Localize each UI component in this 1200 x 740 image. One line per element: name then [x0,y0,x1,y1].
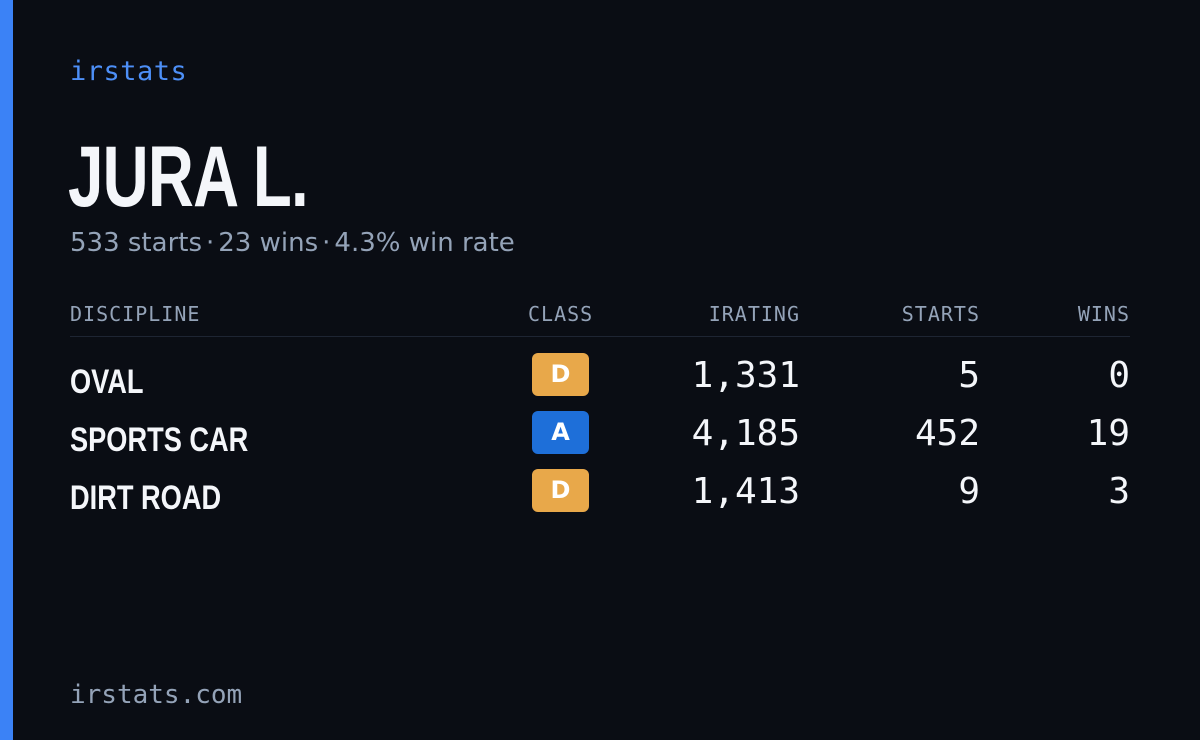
brand-logo: irstats [70,56,188,87]
summary-wins: 23 wins [218,228,319,258]
starts-cell: 9 [958,471,980,512]
stats-table: DISCIPLINE CLASS IRATING STARTS WINS OVA… [70,298,1130,527]
summary-separator: · [322,228,331,258]
table-row: OVAL D 1,331 5 0 [70,353,1130,411]
header-wins: WINS [1077,302,1130,326]
wins-cell: 3 [1108,471,1130,512]
header-discipline: DISCIPLINE [70,302,201,326]
class-badge: D [532,469,589,512]
irating-cell: 4,185 [691,413,800,454]
starts-cell: 5 [958,355,980,396]
discipline-cell: SPORTS CAR [70,421,249,459]
header-class: CLASS [528,302,594,326]
irating-cell: 1,413 [691,471,800,512]
header-starts: STARTS [901,302,980,326]
wins-cell: 0 [1108,355,1130,396]
irating-cell: 1,331 [691,355,800,396]
starts-cell: 452 [914,413,980,454]
table-row: SPORTS CAR A 4,185 452 19 [70,411,1130,469]
discipline-cell: DIRT ROAD [70,479,222,517]
wins-cell: 19 [1086,413,1130,454]
summary-win-rate: 4.3% win rate [334,228,515,258]
table-body: OVAL D 1,331 5 0 SPORTS CAR A 4,185 452 … [70,337,1130,527]
header-irating: IRATING [708,302,800,326]
discipline-cell: OVAL [70,363,144,401]
summary-line: 533 starts · 23 wins · 4.3% win rate [70,228,515,258]
footer-url: irstats.com [70,680,243,710]
accent-bar [0,0,13,740]
driver-name: JURA L. [68,129,309,225]
class-badge: A [532,411,589,454]
class-badge: D [532,353,589,396]
table-row: DIRT ROAD D 1,413 9 3 [70,469,1130,527]
summary-starts: 533 starts [70,228,202,258]
summary-separator: · [206,228,215,258]
table-header: DISCIPLINE CLASS IRATING STARTS WINS [70,298,1130,337]
